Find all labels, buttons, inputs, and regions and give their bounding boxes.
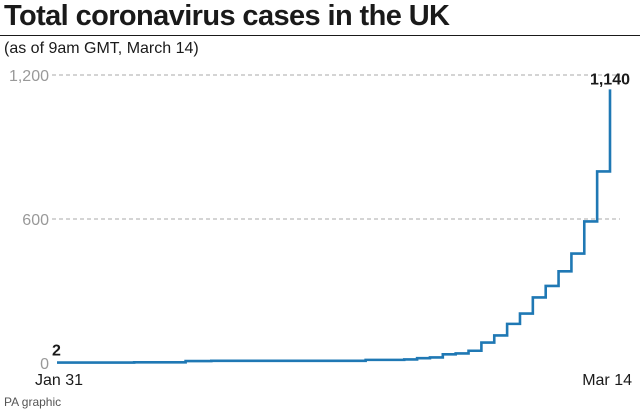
source-credit: PA graphic xyxy=(4,395,62,409)
y-tick-labels: 0 600 1,200 xyxy=(9,68,49,373)
title-divider xyxy=(0,35,640,36)
y-tick-label: 1,200 xyxy=(9,68,49,85)
data-label-latest: 1,140 xyxy=(590,71,630,88)
x-tick-label: Jan 31 xyxy=(35,372,83,389)
chart-title: Total coronavirus cases in the UK xyxy=(4,0,450,32)
grid-lines xyxy=(52,74,620,220)
y-tick-label: 0 xyxy=(40,356,49,373)
cases-series-line xyxy=(57,89,612,364)
y-tick-label: 600 xyxy=(22,212,49,229)
data-label-first: 2 xyxy=(52,343,61,360)
x-tick-labels: Jan 31 Mar 14 xyxy=(35,372,632,389)
chart-subtitle: (as of 9am GMT, March 14) xyxy=(4,40,199,57)
x-tick-label: Mar 14 xyxy=(582,372,632,389)
data-labels: 2 1,140 xyxy=(52,71,630,359)
